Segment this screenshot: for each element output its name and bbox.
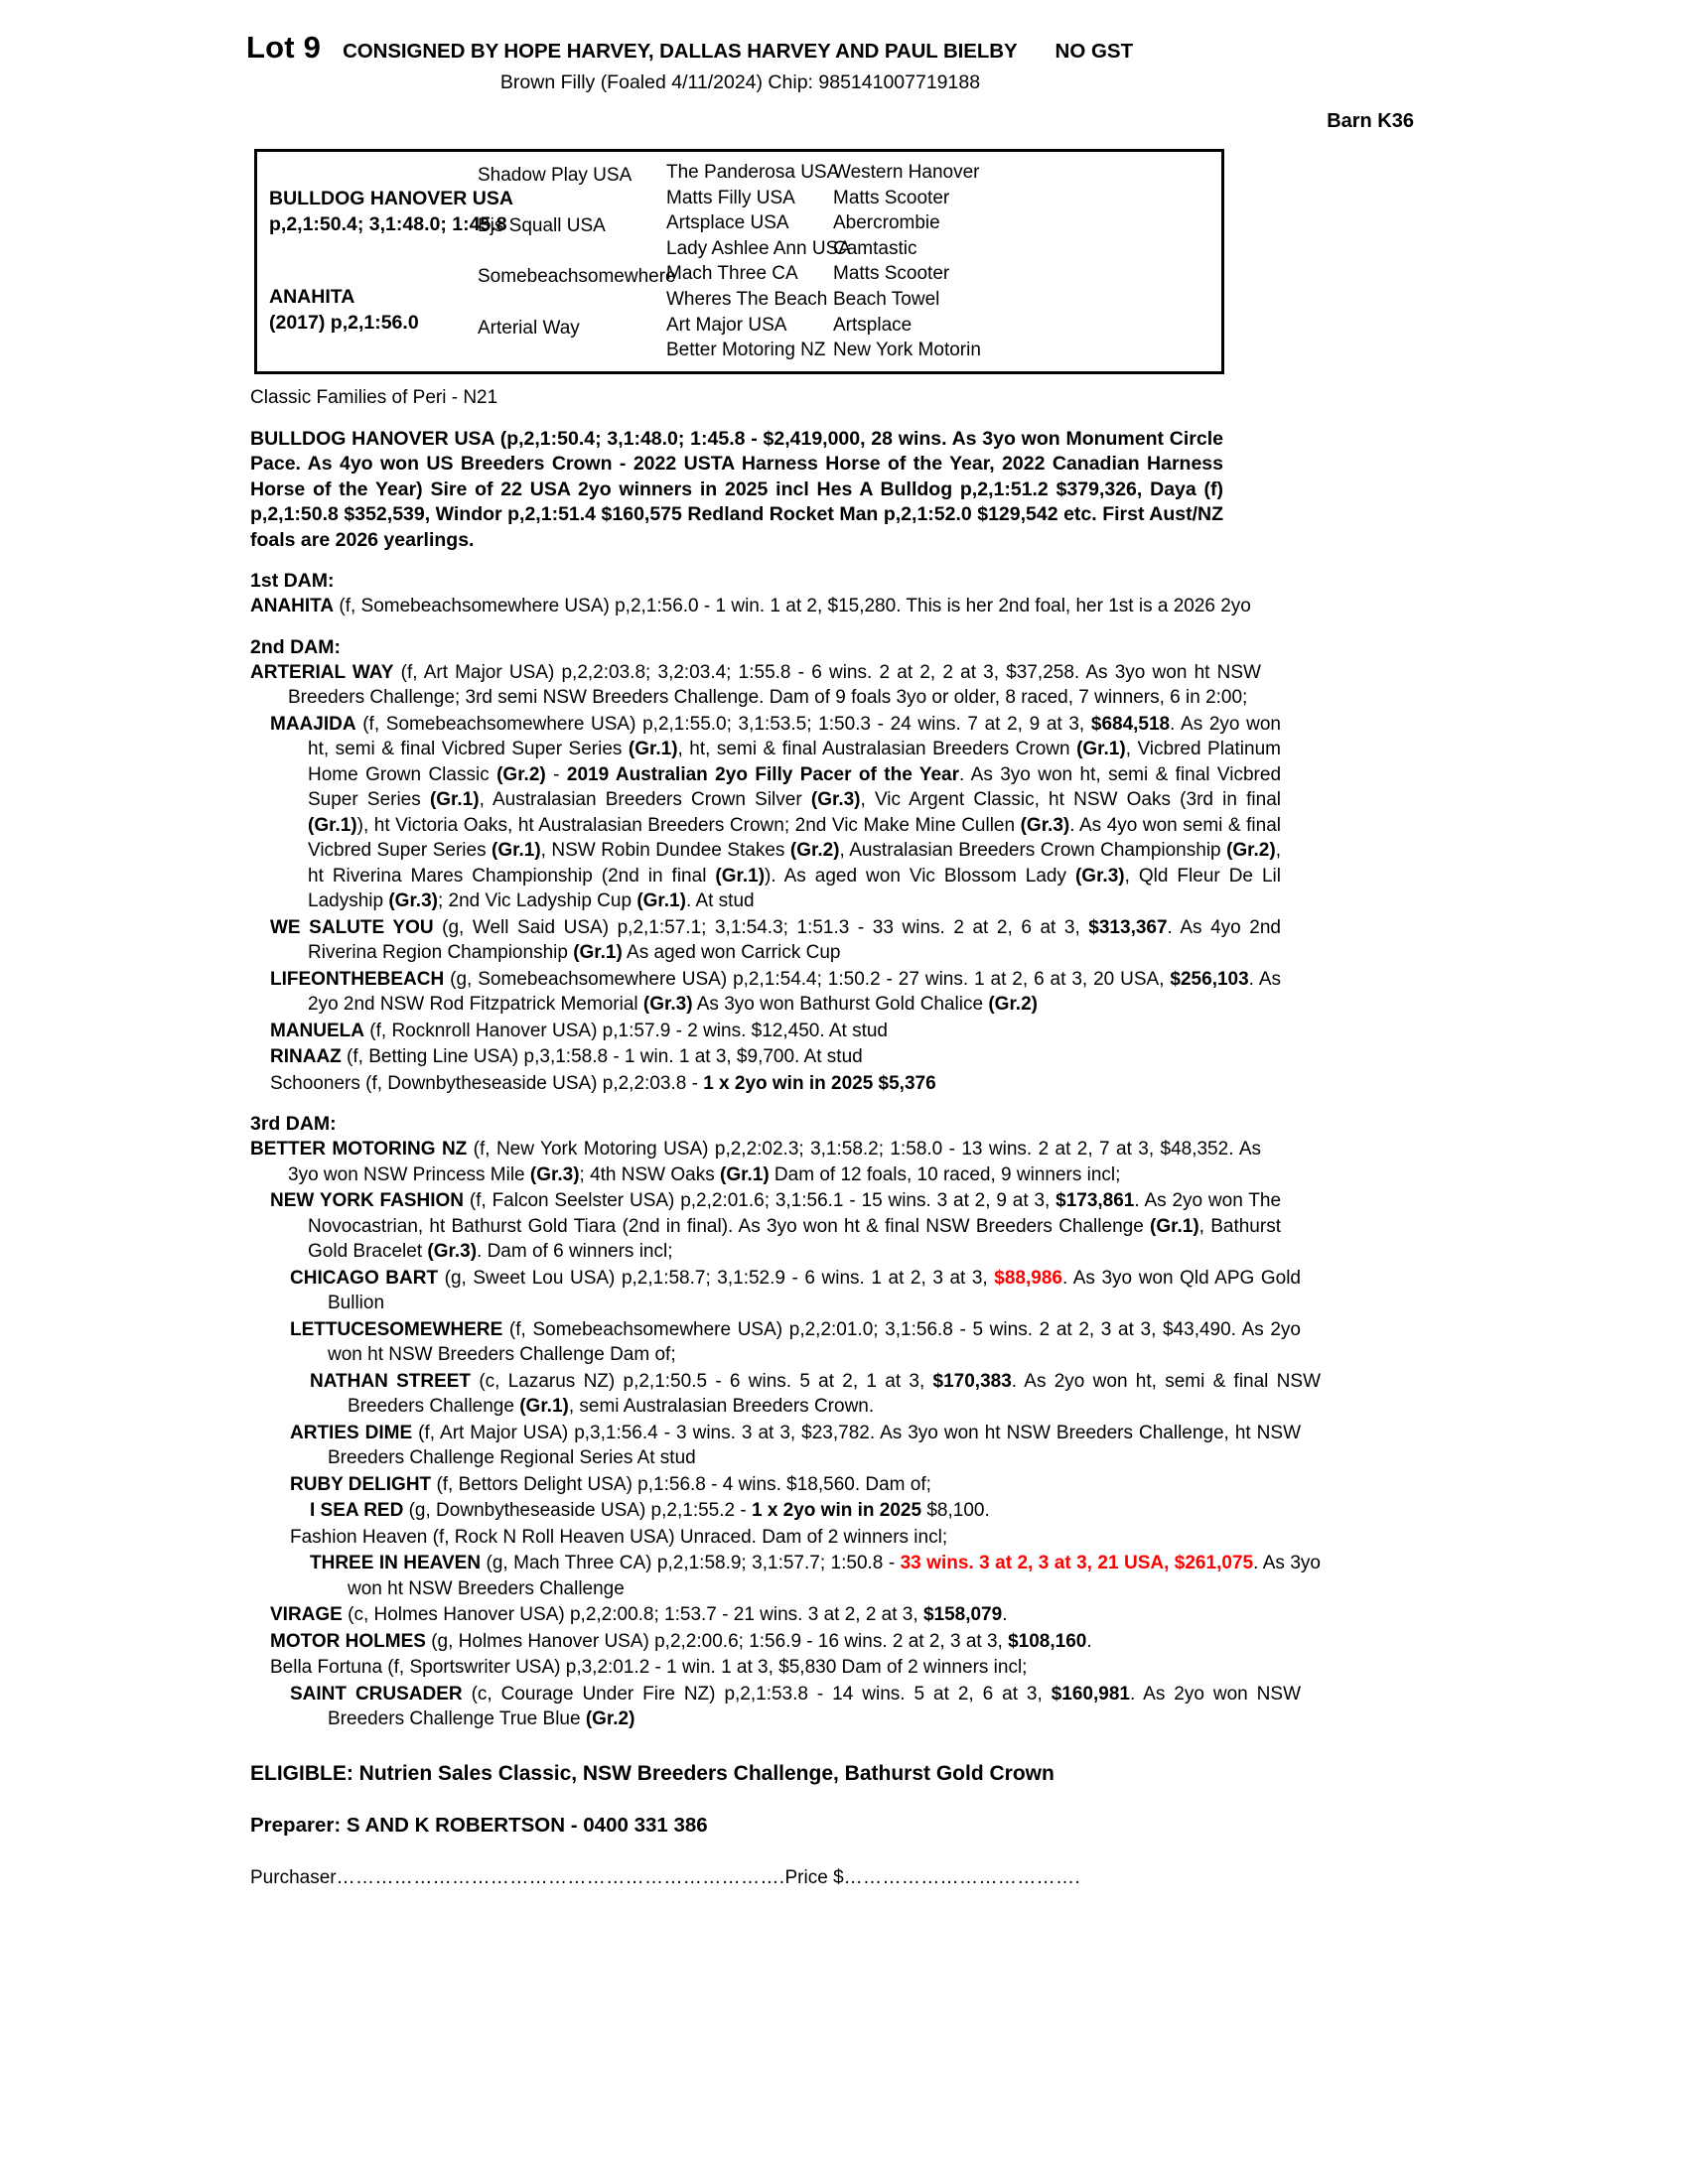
pedigree-entry: BETTER MOTORING NZ (f, New York Motoring… — [250, 1139, 1261, 1185]
pedigree-entry: RINAAZ (f, Betting Line USA) p,3,1:58.8 … — [270, 1046, 863, 1068]
pedigree-gen3-3: Artsplace USA — [666, 212, 789, 234]
pedigree-gen4-4: Camtastic — [833, 237, 917, 259]
pedigree-gen4-2: Matts Scooter — [833, 187, 950, 208]
pedigree-entry: RUBY DELIGHT (f, Bettors Delight USA) p,… — [290, 1473, 931, 1495]
pedigree-entry: I SEA RED (g, Downbytheseaside USA) p,2,… — [310, 1500, 990, 1522]
price-label: Price $ — [784, 1866, 844, 1888]
horse-description: Brown Filly (Foaled 4/11/2024) Chip: 985… — [499, 71, 981, 93]
pedigree-entry: THREE IN HEAVEN (g, Mach Three CA) p,2,1… — [310, 1553, 1321, 1599]
sire-paragraph: BULLDOG HANOVER USA (p,2,1:50.4; 3,1:48.… — [250, 427, 1223, 551]
dam-heading: 2nd DAM: — [250, 635, 341, 658]
pedigree-entry: NATHAN STREET (c, Lazarus NZ) p,2,1:50.5… — [310, 1370, 1321, 1418]
pedigree-gen4-3: Abercrombie — [833, 212, 940, 234]
pedigree-entry: Bella Fortuna (f, Sportswriter USA) p,3,… — [270, 1657, 1028, 1679]
pedigree-entry: ANAHITA (f, Somebeachsomewhere USA) p,2,… — [250, 596, 1251, 617]
purchaser-label: Purchaser — [250, 1866, 337, 1888]
family-line: Classic Families of Peri - N21 — [250, 386, 498, 408]
pedigree-entry: MANUELA (f, Rocknroll Hanover USA) p,1:5… — [270, 1020, 888, 1041]
pedigree-sires-sire: Shadow Play USA — [478, 165, 633, 186]
pedigree-gen4-6: Beach Towel — [833, 288, 940, 310]
pedigree-gen4-8: New York Motorin — [833, 340, 981, 361]
pedigree-gen3-2: Matts Filly USA — [666, 187, 795, 208]
pedigree-entry: MAAJIDA (f, Somebeachsomewhere USA) p,2,… — [270, 713, 1282, 912]
purchaser-dots: ……………………………………………………………. — [336, 1866, 785, 1888]
pedigree-gen3-5: Mach Three CA — [666, 263, 798, 285]
pedigree-entry: WE SALUTE YOU (g, Well Said USA) p,2,1:5… — [270, 916, 1281, 964]
pedigree-entry: CHICAGO BART (g, Sweet Lou USA) p,2,1:58… — [290, 1267, 1302, 1314]
consignor-line: CONSIGNED BY HOPE HARVEY, DALLAS HARVEY … — [343, 40, 1018, 63]
pedigree-entry: NEW YORK FASHION (f, Falcon Seelster USA… — [270, 1190, 1282, 1263]
pedigree-gen3-7: Art Major USA — [666, 314, 787, 336]
lot-number: Lot 9 — [246, 30, 322, 65]
pedigree-sires-dam: Bjs Squall USA — [478, 215, 606, 237]
pedigree-gen3-6: Wheres The Beach — [666, 288, 828, 310]
page-header: Lot 9 CONSIGNED BY HOPE HARVEY, DALLAS H… — [246, 30, 1438, 66]
pedigree-gen4-5: Matts Scooter — [833, 263, 950, 285]
pedigree-entry: ARTIES DIME (f, Art Major USA) p,3,1:56.… — [290, 1422, 1302, 1469]
pedigree-sire: BULLDOG HANOVER USA p,2,1:50.4; 3,1:48.0… — [257, 160, 513, 261]
pedigree-dams-sire: Somebeachsomewhere — [478, 266, 676, 288]
pedigree-entry: Fashion Heaven (f, Rock N Roll Heaven US… — [290, 1526, 948, 1548]
pedigree-gen3-8: Better Motoring NZ — [666, 340, 826, 361]
pedigree-dams-dam: Arterial Way — [478, 317, 580, 339]
sire-name: BULLDOG HANOVER USA — [269, 188, 513, 209]
purchaser-line: Purchaser…………………………………………………………….Price $… — [250, 1867, 1438, 1889]
sire-record: p,2,1:50.4; 3,1:48.0; 1:45.8 — [269, 212, 507, 235]
barn-location: Barn K36 — [1327, 110, 1414, 132]
pedigree-gen4-7: Artsplace — [833, 314, 913, 336]
dam-record: (2017) p,2,1:56.0 — [269, 311, 419, 334]
dam-sections: 1st DAM: ANAHITA (f, Somebeachsomewhere U… — [246, 570, 1438, 1732]
dam-heading: 3rd DAM: — [250, 1113, 337, 1136]
pedigree-gen3-1: The Panderosa USA — [666, 162, 840, 183]
dam-name: ANAHITA — [269, 286, 355, 309]
catalogue-page: Lot 9 CONSIGNED BY HOPE HARVEY, DALLAS H… — [246, 30, 1438, 1889]
dam-heading: 1st DAM: — [250, 570, 335, 593]
gst-status: NO GST — [1055, 40, 1134, 63]
pedigree-entry: MOTOR HOLMES (g, Holmes Hanover USA) p,2… — [270, 1630, 1092, 1652]
pedigree-entry: LIFEONTHEBEACH (g, Somebeachsomewhere US… — [270, 968, 1281, 1016]
eligible-line: ELIGIBLE: Nutrien Sales Classic, NSW Bre… — [250, 1761, 1055, 1785]
pedigree-dam: ANAHITA (2017) p,2,1:56.0 — [257, 261, 478, 362]
pedigree-entry: Schooners (f, Downbytheseaside USA) p,2,… — [270, 1072, 936, 1094]
pedigree-entry: SAINT CRUSADER (c, Courage Under Fire NZ… — [290, 1683, 1302, 1730]
pedigree-gen4-1: Western Hanover — [833, 162, 980, 183]
pedigree-table: BULLDOG HANOVER USA p,2,1:50.4; 3,1:48.0… — [254, 149, 1224, 374]
pedigree-entry: LETTUCESOMEWHERE (f, Somebeachsomewhere … — [290, 1318, 1301, 1366]
preparer-line: Preparer: S AND K ROBERTSON - 0400 331 3… — [250, 1813, 708, 1837]
price-dots: ………………………………. — [843, 1866, 1081, 1888]
pedigree-gen3-4: Lady Ashlee Ann USA — [666, 237, 851, 259]
pedigree-entry: VIRAGE (c, Holmes Hanover USA) p,2,2:00.… — [270, 1604, 1008, 1626]
pedigree-entry: ARTERIAL WAY (f, Art Major USA) p,2,2:03… — [250, 661, 1261, 709]
